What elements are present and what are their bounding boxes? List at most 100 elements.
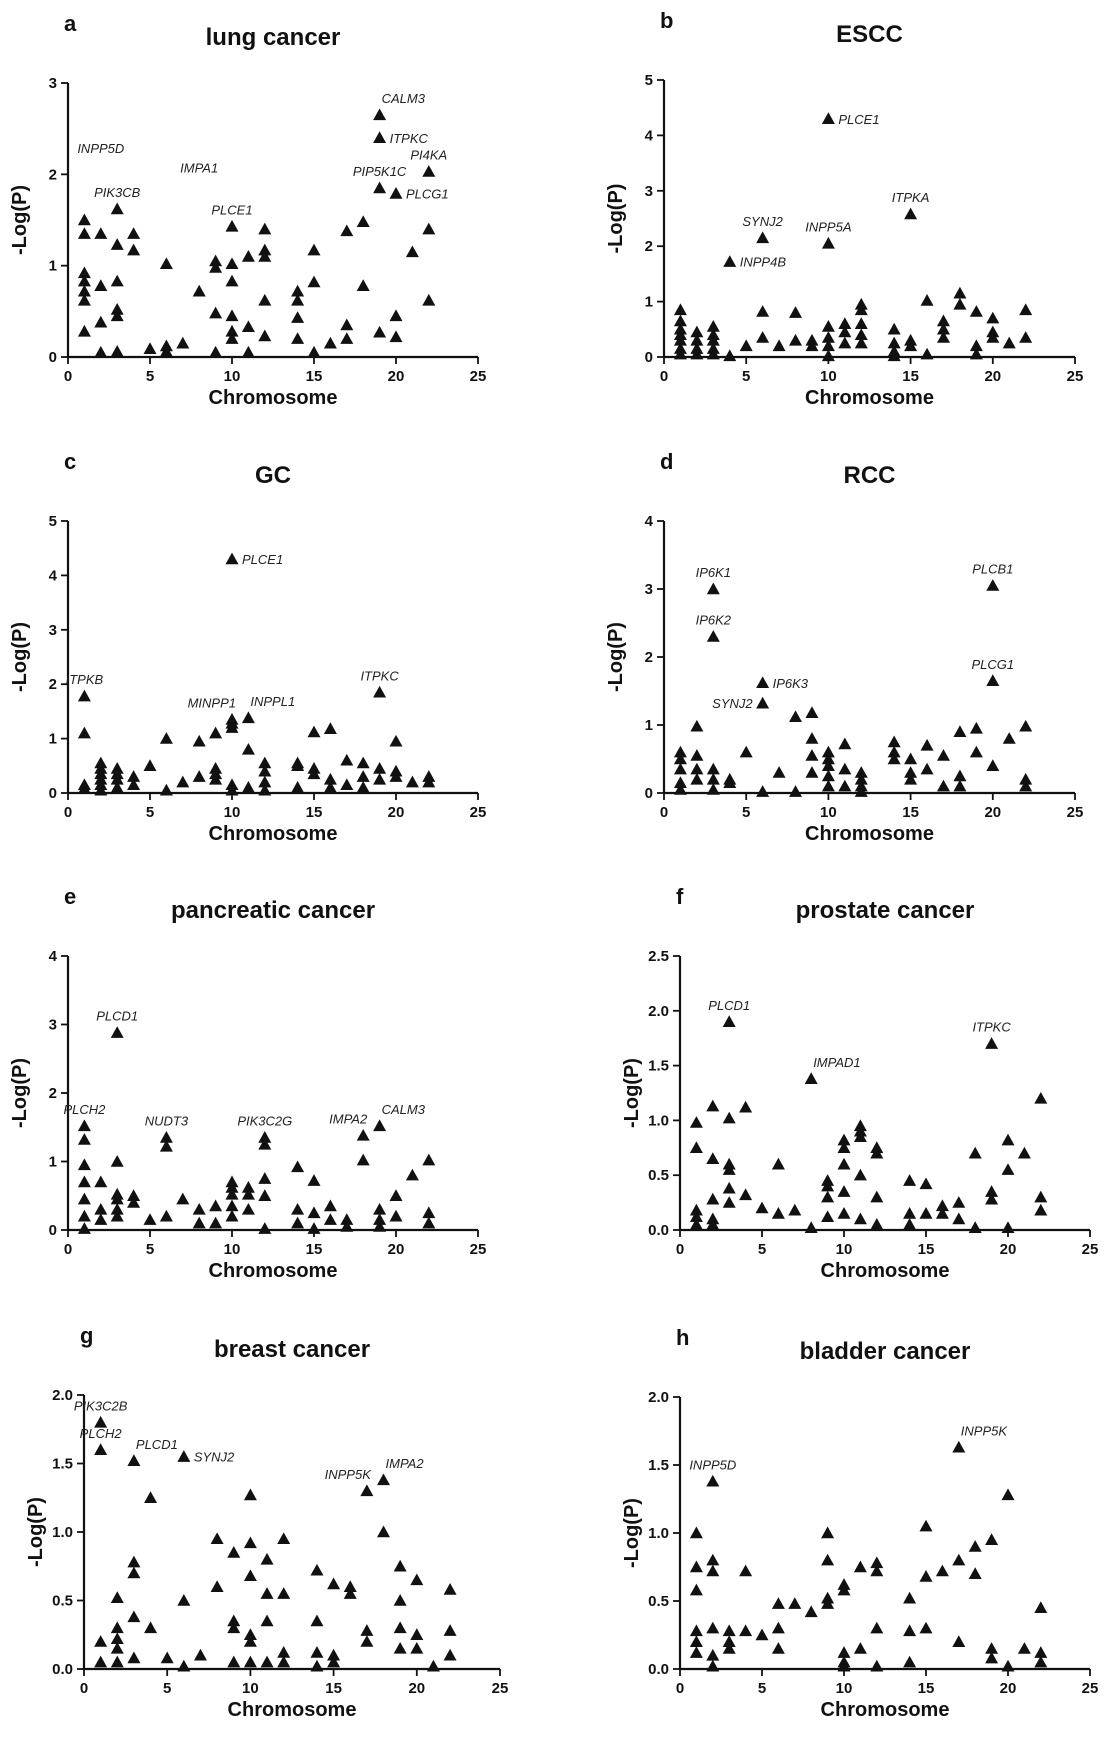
data-point [673,752,687,765]
gene-label: NUDT3 [145,1114,189,1129]
data-point [393,1641,407,1654]
data-point [706,772,720,785]
data-point [127,770,141,782]
data-point [870,1659,884,1672]
y-tick-label: 3 [49,622,57,639]
data-point [225,1209,239,1222]
data-point [225,783,239,796]
gene-label: IMPA2 [329,1111,368,1126]
data-point [94,279,108,291]
gene-label: PIP5K1C [353,164,407,179]
gene-label: PLCE1 [211,202,252,217]
data-point [373,131,387,143]
data-point [373,772,387,785]
data-point [258,250,272,262]
data-point [952,1196,966,1208]
data-point [260,1655,274,1668]
data-point [389,330,403,343]
data-point [159,1139,173,1152]
y-tick-label: 1.5 [648,1457,669,1474]
data-point [969,339,983,352]
data-point [1002,336,1016,349]
data-point [176,1192,190,1205]
data-point [422,222,436,235]
data-point [192,1202,206,1215]
data-point [789,710,803,723]
data-point [110,781,124,793]
data-point [77,1222,91,1234]
data-point [443,1583,457,1595]
data-point [291,759,305,771]
x-tick-label: 15 [902,804,919,821]
data-point [821,1597,835,1609]
data-point [723,349,737,362]
data-point [443,1648,457,1661]
data-point [903,1218,917,1230]
data-point [177,1450,191,1462]
data-point [291,284,305,297]
data-point [77,213,91,226]
y-tick-label: 0 [645,785,653,802]
data-point [94,1415,108,1428]
data-point [356,279,370,291]
data-point [389,734,403,747]
data-point [373,685,387,698]
data-point [393,1559,407,1572]
data-point [310,1563,324,1576]
gene-label: ITPKC [360,668,399,683]
data-point [127,1651,141,1664]
data-point [821,779,835,792]
data-point [1019,772,1033,785]
x-tick-label: 5 [146,1241,154,1258]
data-point [919,1207,933,1219]
data-point [706,320,720,332]
gene-label: INPPL1 [250,694,295,709]
x-tick-label: 10 [820,368,837,385]
data-point [373,1220,387,1232]
data-point [673,776,687,788]
data-point [969,305,983,317]
data-point [1034,1601,1048,1613]
data-point [985,1185,999,1197]
gene-label: IMPA2 [386,1456,425,1471]
x-tick-label: 5 [163,1680,171,1697]
data-point [706,1621,720,1634]
data-point [422,1206,436,1219]
x-axis-label: Chromosome [209,823,338,845]
data-point [393,1621,407,1634]
data-point [377,1525,391,1538]
data-point [340,1220,354,1232]
data-point [243,1488,257,1501]
data-point [258,1131,272,1143]
data-point [225,1199,239,1212]
data-point [159,1131,173,1143]
x-tick-label: 0 [660,368,668,385]
data-point [673,745,687,758]
data-point [258,243,272,256]
data-point [837,1583,851,1596]
data-point [854,785,868,797]
data-point [327,1655,341,1668]
data-point [887,745,901,758]
data-point [241,742,255,755]
data-point [722,1111,736,1124]
data-point [673,333,687,346]
y-tick-label: 1.5 [648,1058,669,1075]
data-point [343,1580,357,1592]
x-tick-label: 20 [984,368,1001,385]
data-point [1034,1655,1048,1668]
gene-label: CALM3 [382,1102,426,1117]
data-point [389,1209,403,1222]
data-point [291,1160,305,1173]
data-point [903,1624,917,1637]
data-point [1034,1646,1048,1658]
data-point [706,1099,720,1112]
data-point [258,1137,272,1150]
data-point [77,726,91,739]
data-point [340,224,354,237]
data-point [689,1218,703,1230]
data-point [209,1216,223,1229]
data-point [903,1207,917,1219]
data-point [968,1567,982,1579]
